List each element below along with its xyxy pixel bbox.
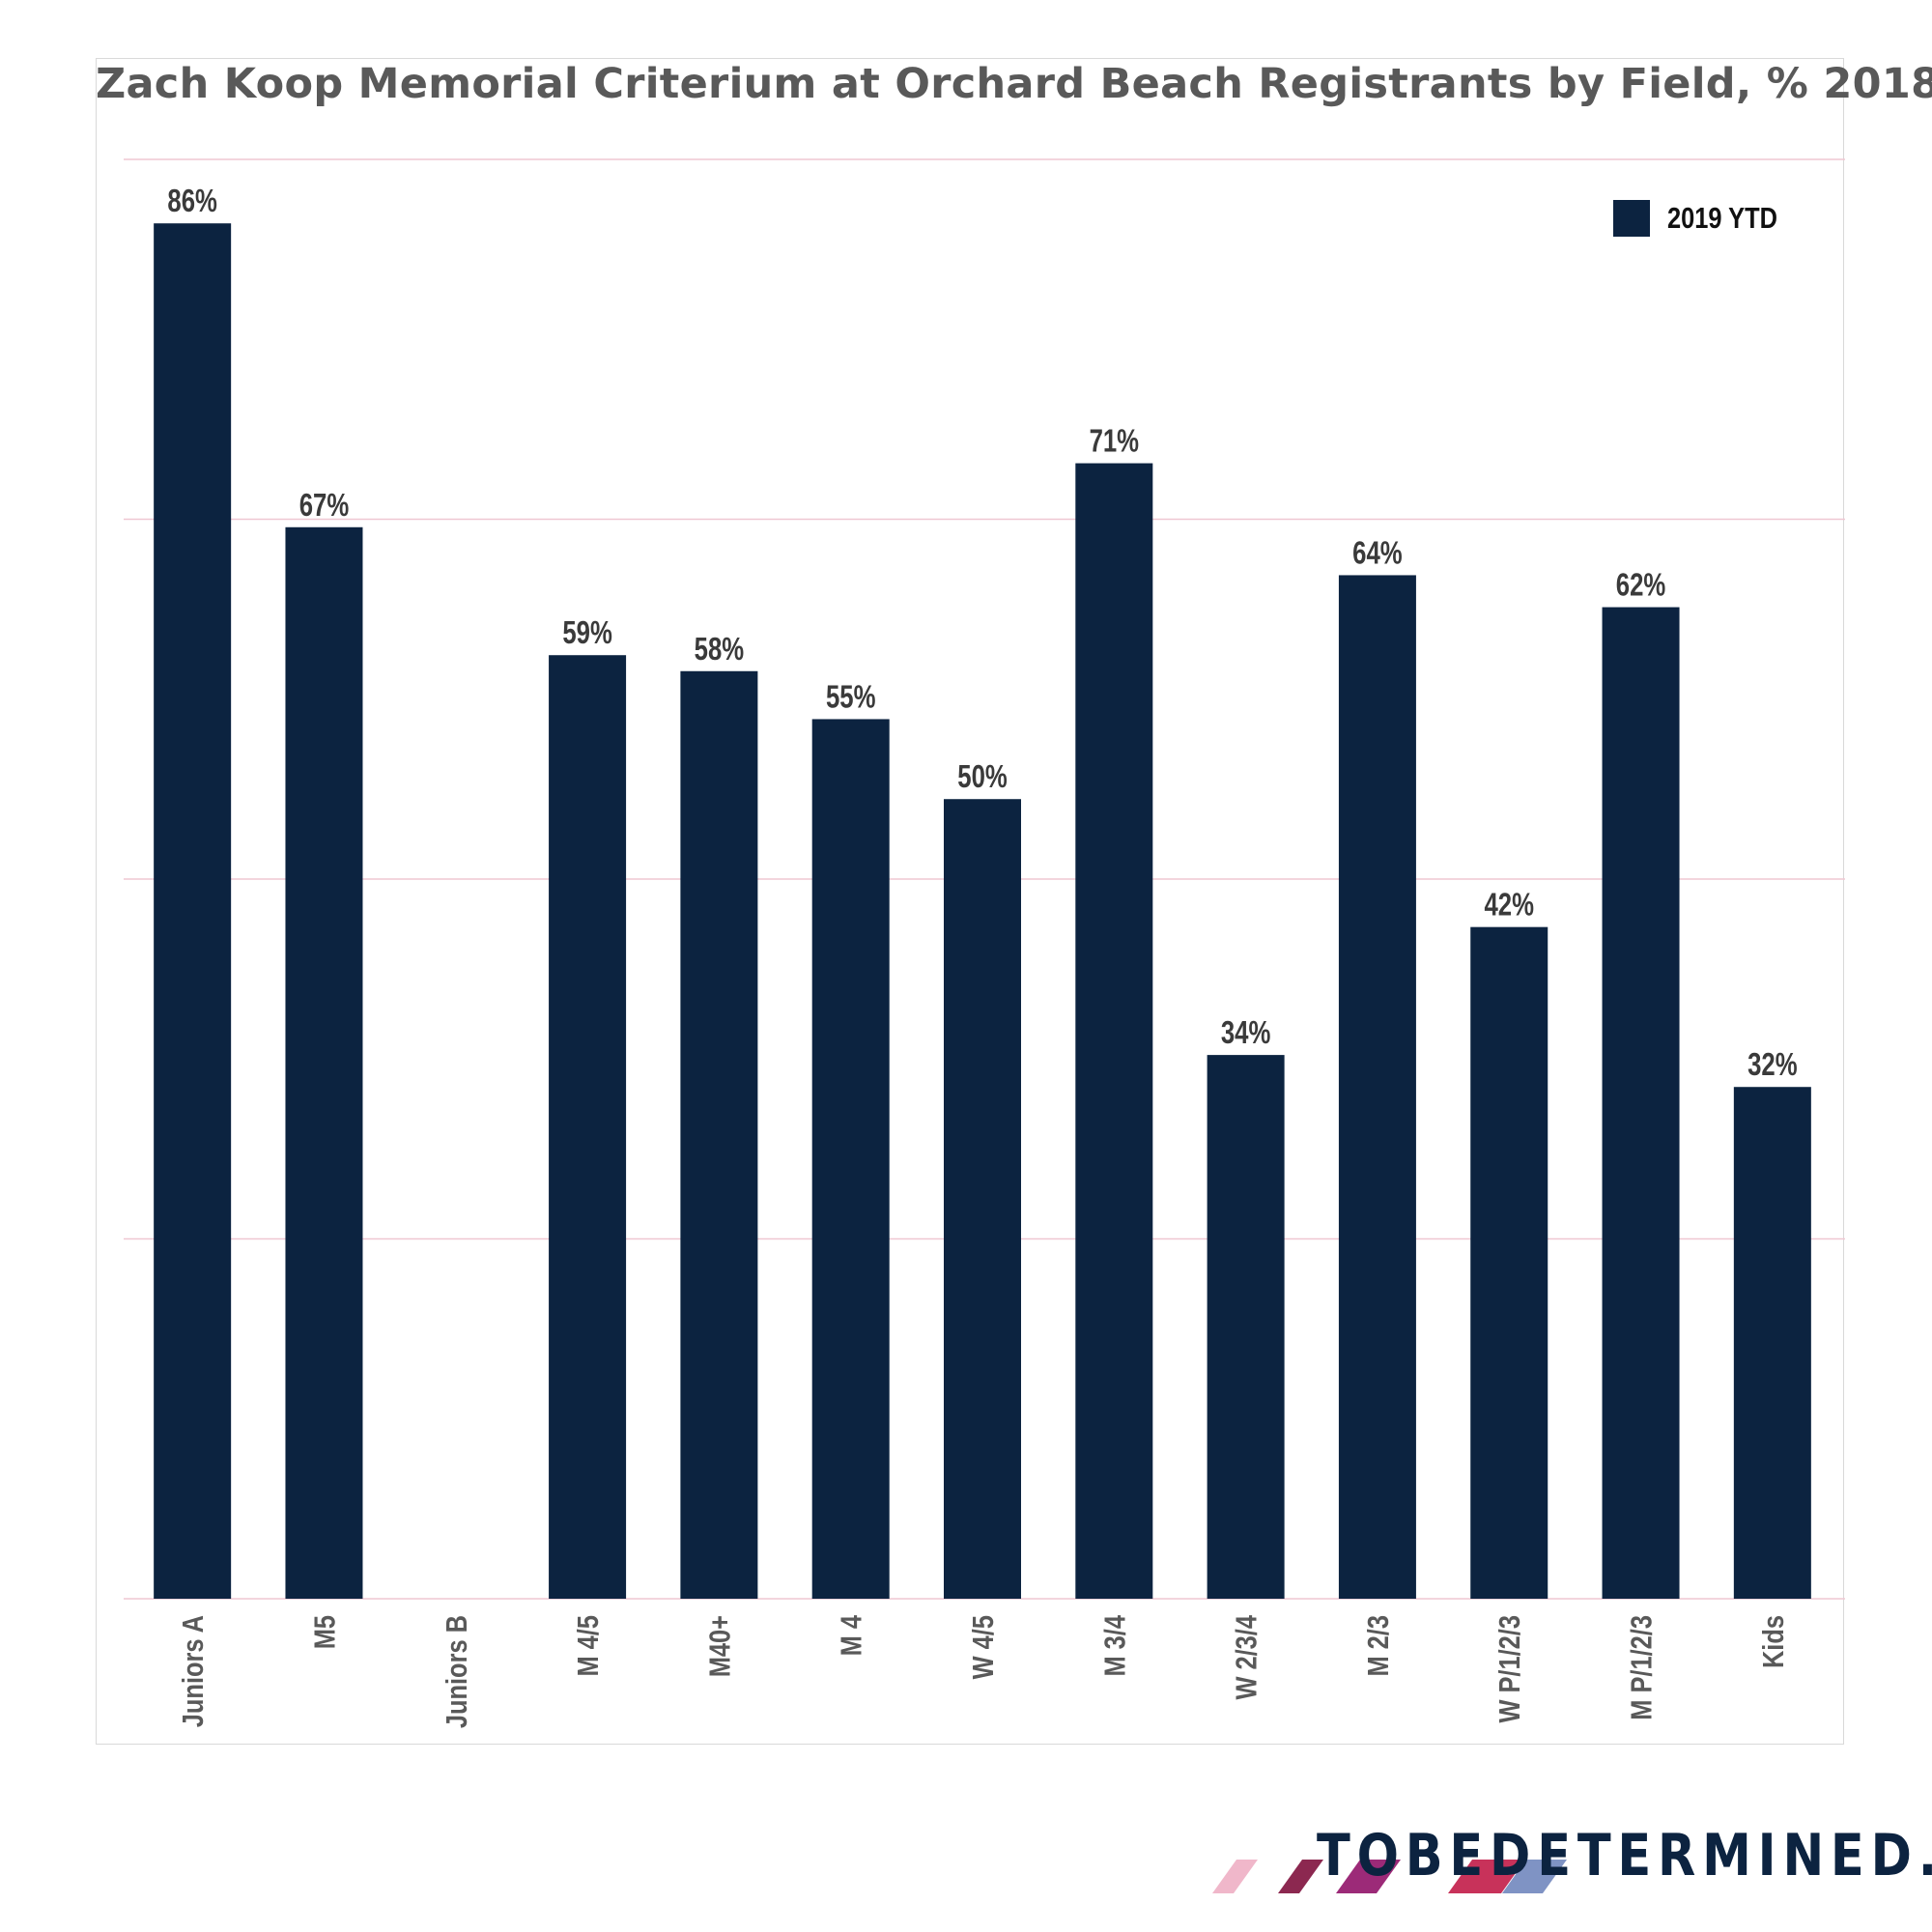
data-label: 71% xyxy=(1090,424,1139,460)
x-tick-label: Juniors A xyxy=(177,1615,211,1727)
brand-stripe xyxy=(1448,1860,1525,1893)
bar xyxy=(811,719,890,1599)
bar xyxy=(1207,1055,1285,1599)
data-label: 42% xyxy=(1484,888,1533,923)
brand-stripes-logo xyxy=(1212,1860,1567,1893)
x-tick-label: M 3/4 xyxy=(1098,1615,1132,1677)
x-tick-label: Juniors B xyxy=(440,1615,473,1728)
bar xyxy=(1733,1087,1811,1599)
legend-label: 2019 YTD xyxy=(1667,201,1777,235)
bar xyxy=(285,526,363,1599)
bar xyxy=(1338,575,1416,1599)
x-tick-label: M 4 xyxy=(835,1615,868,1657)
x-tick-label: M5 xyxy=(308,1615,342,1649)
x-tick-label: M 4/5 xyxy=(572,1615,606,1677)
bar xyxy=(1075,463,1153,1599)
brand-stripe xyxy=(1212,1860,1258,1893)
brand-stripe xyxy=(1278,1860,1323,1893)
x-tick-label: W 2/3/4 xyxy=(1230,1615,1264,1700)
x-tick-label: M 2/3 xyxy=(1362,1615,1396,1677)
x-tick-label: M P/1/2/3 xyxy=(1625,1615,1659,1720)
data-label: 34% xyxy=(1221,1015,1270,1051)
data-label: 59% xyxy=(562,615,611,651)
data-label: 32% xyxy=(1747,1047,1797,1083)
bar xyxy=(1470,926,1548,1599)
x-tick-label: W 4/5 xyxy=(967,1615,1001,1679)
brand-stripe xyxy=(1336,1860,1401,1893)
data-label: 86% xyxy=(167,184,216,219)
data-label: 55% xyxy=(826,679,875,715)
bar xyxy=(944,799,1021,1599)
x-tick-label: Kids xyxy=(1757,1615,1791,1668)
bar xyxy=(1602,607,1680,1599)
brand-stripe xyxy=(1502,1860,1567,1893)
bar xyxy=(549,655,627,1599)
brand-wordmark: TOBEDETERMINED.CC xyxy=(1317,1822,1932,1889)
data-label: 58% xyxy=(695,632,744,668)
legend-swatch xyxy=(1613,200,1650,237)
x-tick-label: W P/1/2/3 xyxy=(1493,1615,1527,1723)
data-label: 67% xyxy=(299,488,349,524)
bar xyxy=(154,223,232,1600)
bar xyxy=(680,670,758,1599)
data-label: 50% xyxy=(957,759,1007,795)
data-label: 62% xyxy=(1616,568,1665,604)
legend: 2019 YTD xyxy=(1613,200,1802,237)
chart-title: Zach Koop Memorial Criterium at Orchard … xyxy=(96,60,1932,108)
chart-frame xyxy=(96,58,1844,1745)
data-label: 64% xyxy=(1352,535,1402,571)
x-tick-label: M40+ xyxy=(703,1615,737,1677)
